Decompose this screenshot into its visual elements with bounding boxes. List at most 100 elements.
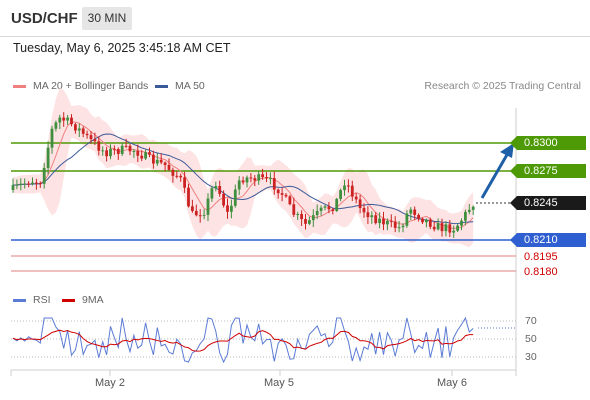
candle (347, 179, 350, 193)
candle (296, 211, 300, 220)
candle (323, 204, 327, 211)
candle (214, 181, 218, 192)
level-label-s2: 0.8195 (524, 251, 558, 263)
bollinger-band (13, 87, 474, 248)
chart-header: USD/CHF 30 MIN (0, 0, 590, 36)
candle (280, 187, 284, 202)
candle (471, 205, 475, 215)
candle (417, 213, 420, 222)
candle (66, 114, 69, 125)
candle (171, 167, 175, 183)
candle (432, 221, 436, 232)
candle (167, 158, 171, 171)
symbol-title: USD/CHF (11, 10, 78, 27)
candle (386, 218, 389, 231)
candle (230, 199, 233, 219)
rsi-ma-label: 9MA (82, 294, 104, 306)
candle (81, 126, 85, 138)
level-label-s3: 0.8180 (524, 266, 558, 278)
candle (97, 136, 101, 156)
candle (335, 197, 339, 213)
candle (183, 171, 186, 193)
candle (50, 125, 54, 154)
timeframe-button[interactable]: 30 MIN (82, 7, 132, 30)
header-divider (0, 36, 590, 37)
candle (253, 175, 257, 187)
candle (179, 173, 183, 182)
rsi-ma-legend: 9MA (62, 294, 104, 306)
legend-ma20: MA 20 + Bollinger Bands (13, 80, 148, 92)
candle (128, 143, 132, 156)
candle (132, 149, 136, 158)
candle (464, 209, 467, 226)
candle (241, 176, 245, 185)
candle (397, 220, 401, 233)
candle (409, 207, 413, 220)
candle (101, 146, 105, 156)
rsi-tick-30: 30 (525, 351, 537, 363)
x-label-may6: May 6 (437, 377, 467, 389)
candle (163, 161, 167, 172)
candle (425, 218, 428, 228)
ma20-label: MA 20 + Bollinger Bands (33, 80, 149, 92)
candle (245, 175, 249, 188)
candle (233, 184, 237, 208)
rsi-ma-line (12, 329, 474, 352)
candle (444, 221, 448, 237)
candle (405, 210, 409, 228)
candle (237, 176, 241, 196)
candle (58, 114, 62, 130)
band-fill (13, 87, 474, 248)
candle (155, 153, 159, 166)
candle (136, 144, 140, 163)
candle (378, 212, 381, 229)
candle (226, 198, 229, 219)
candle (382, 211, 385, 231)
candle (300, 210, 303, 226)
candle (358, 194, 362, 214)
candle (452, 225, 456, 238)
level-label-r1: 0.8275 (510, 164, 586, 178)
candle (202, 209, 206, 220)
candle (276, 188, 280, 199)
candle (460, 218, 463, 231)
candle (148, 147, 151, 158)
candle (210, 185, 214, 202)
candle (374, 212, 378, 225)
candle (327, 202, 331, 214)
candle (194, 204, 198, 217)
level-label-r2: 0.8300 (510, 136, 586, 150)
candle (19, 178, 23, 191)
candle (315, 204, 319, 220)
candle (362, 203, 366, 218)
candle (257, 171, 261, 185)
candle (206, 193, 210, 222)
rsi-ma-swatch (62, 298, 75, 302)
candle (198, 209, 202, 223)
rsi-tick-70: 70 (525, 315, 537, 327)
candle (421, 217, 424, 225)
candle (93, 132, 97, 145)
candle (89, 130, 93, 144)
candle (77, 123, 81, 138)
candle (144, 149, 147, 161)
candle (308, 216, 311, 226)
ma50-swatch (155, 84, 168, 88)
candle (288, 194, 292, 206)
x-label-may5: May 5 (264, 377, 294, 389)
candle (440, 218, 444, 237)
candle (46, 141, 50, 175)
candle (152, 150, 155, 169)
candle (31, 177, 34, 186)
candle (38, 181, 42, 188)
rsi-tick-50: 50 (525, 333, 537, 345)
candle (350, 180, 354, 202)
candle (109, 144, 112, 160)
candle (42, 162, 46, 189)
rsi-swatch (13, 298, 26, 302)
legend-ma50: MA 50 (155, 80, 205, 92)
candle (319, 205, 323, 216)
candle (284, 193, 288, 198)
rsi-legend: RSI (13, 294, 51, 306)
